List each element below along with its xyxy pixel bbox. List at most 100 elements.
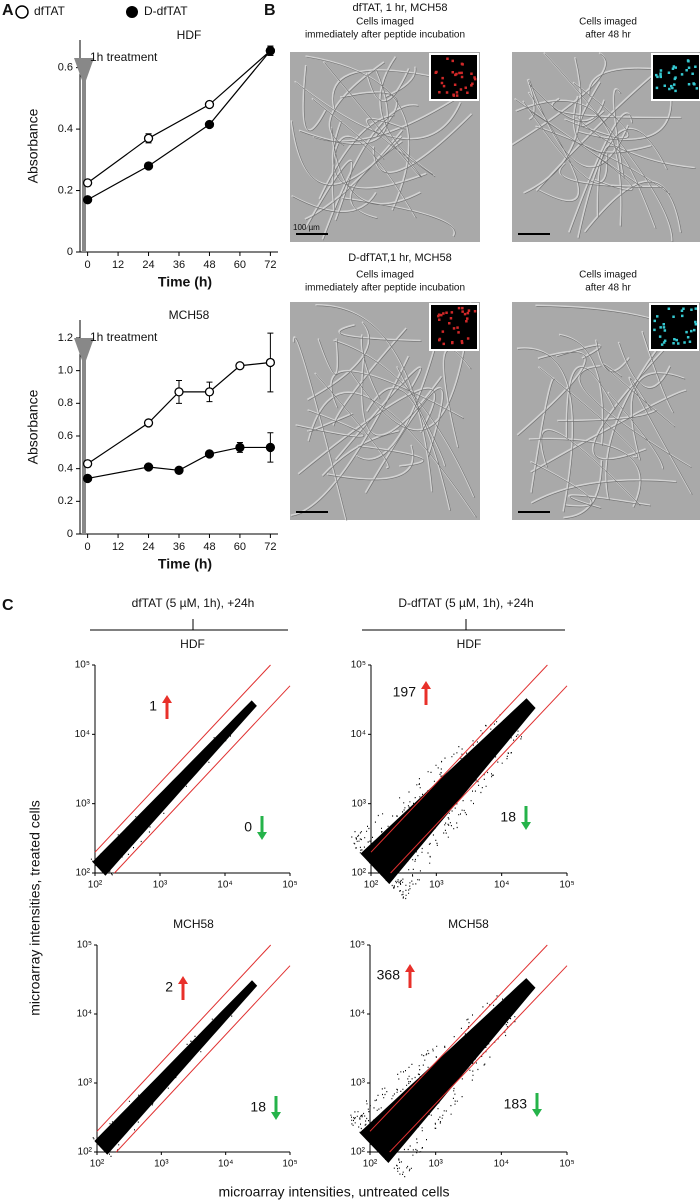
arrow-head — [178, 976, 188, 984]
threshold-line — [115, 965, 291, 1153]
y-tick-label: 0.4 — [58, 463, 73, 475]
caption: after 48 hr — [585, 30, 631, 41]
x-tick-label: 36 — [173, 541, 185, 553]
panel-letter: A — [2, 2, 14, 19]
y-tick-label: 1.2 — [58, 332, 73, 344]
data-point — [204, 387, 215, 397]
x-tick-label: 60 — [234, 541, 246, 553]
x-tick-label: 10² — [88, 880, 103, 891]
chart-title: HDF — [457, 637, 482, 651]
point-scatter — [90, 728, 232, 876]
arrow-head — [421, 681, 431, 689]
chart-title: MCH58 — [448, 917, 489, 931]
threshold-line — [114, 685, 291, 874]
series-line — [87, 50, 271, 184]
micrographs — [290, 52, 700, 521]
y-tick-label: 10⁵ — [351, 660, 366, 671]
legend-label: D-dfTAT — [144, 4, 188, 18]
data-point — [143, 462, 154, 472]
chart-title: MCH58 — [169, 308, 210, 322]
data-point — [235, 361, 245, 371]
x-tick-label: 48 — [203, 541, 215, 553]
gene-count: 183 — [504, 1096, 528, 1112]
x-tick-label: 10⁴ — [218, 1159, 233, 1170]
x-tick-label: 10⁵ — [282, 1159, 297, 1170]
x-tick-label: 10⁴ — [494, 880, 509, 891]
y-tick-label: 10³ — [351, 1078, 366, 1089]
point-cloud — [360, 698, 536, 885]
y-tick-label: 10⁴ — [75, 729, 90, 740]
y-tick-label: 10³ — [76, 798, 91, 809]
threshold-line — [369, 944, 548, 1132]
point-cloud — [92, 700, 257, 876]
y-tick-label: 10⁴ — [350, 1009, 365, 1020]
y-tick-label: 1.0 — [58, 365, 73, 377]
caption: Cells imaged — [356, 17, 414, 28]
data-point — [174, 387, 184, 397]
caption: Cells imaged — [356, 270, 414, 281]
y-tick-label: 0 — [67, 246, 73, 258]
arrow-head — [257, 832, 267, 840]
data-point — [235, 442, 245, 453]
arrow-head — [532, 1109, 542, 1117]
gene-count: 18 — [500, 809, 516, 825]
data-point — [174, 465, 184, 475]
data-point — [204, 119, 215, 130]
y-tick-label: 10⁵ — [75, 660, 90, 671]
data-point — [265, 46, 276, 56]
panel-letter: B — [264, 2, 276, 19]
x-tick-label: 48 — [203, 259, 215, 271]
x-tick-label: 10³ — [154, 1159, 169, 1170]
y-tick-label: 10³ — [352, 798, 367, 809]
data-point — [82, 459, 93, 469]
y-tick-label: 0.4 — [58, 123, 73, 135]
y-tick-label: 10³ — [78, 1078, 93, 1089]
treatment-arrow — [74, 58, 94, 86]
y-tick-label: 0.2 — [58, 184, 73, 196]
x-tick-label: 0 — [85, 259, 91, 271]
caption: Cells imaged — [579, 270, 637, 281]
data-point — [82, 178, 93, 188]
arrow-head — [271, 1112, 281, 1120]
treatment-bar — [82, 340, 86, 534]
data-point — [143, 161, 154, 171]
data-point — [265, 442, 276, 453]
panel-letter: C — [2, 597, 14, 614]
x-tick-label: 10³ — [429, 880, 444, 891]
x-tick-label: 10⁵ — [282, 880, 297, 891]
inset-cells — [437, 306, 477, 346]
treatment-bar — [82, 60, 86, 252]
y-tick-label: 0.6 — [58, 430, 73, 442]
cell-outline — [291, 303, 477, 521]
gene-count: 2 — [165, 979, 173, 995]
y-tick-label: 0.6 — [58, 62, 73, 74]
point-cloud — [359, 978, 536, 1163]
chart-title: MCH58 — [173, 917, 214, 931]
x-tick-label: 10⁴ — [217, 880, 232, 891]
legend-label: dfTAT — [34, 4, 66, 18]
y-tick-label: 10⁵ — [77, 940, 92, 951]
chart-title: HDF — [177, 28, 202, 42]
x-tick-label: 24 — [142, 541, 154, 553]
data-point — [204, 99, 215, 110]
y-tick-label: 10⁵ — [350, 940, 365, 951]
y-axis-label: Absorbance — [25, 108, 41, 183]
series-line — [87, 50, 271, 201]
x-tick-label: 10³ — [428, 1159, 443, 1170]
arrow-head — [521, 822, 531, 830]
arrow-head — [405, 964, 415, 972]
point-scatter — [351, 714, 522, 900]
x-tick-label: 10² — [90, 1159, 105, 1170]
point-scatter — [350, 995, 516, 1178]
x-tick-label: 10⁵ — [559, 1159, 574, 1170]
inset — [429, 303, 479, 351]
column-header: dfTAT (5 µM, 1h), +24h — [132, 596, 255, 610]
caption: immediately after peptide incubation — [305, 30, 465, 41]
data-point — [82, 195, 93, 205]
threshold-line — [94, 664, 271, 853]
legend-marker — [15, 5, 29, 19]
annotation: 1h treatment — [90, 330, 158, 344]
inset-cells — [434, 57, 477, 97]
row-title: dfTAT, 1 hr, MCH58 — [353, 2, 448, 14]
